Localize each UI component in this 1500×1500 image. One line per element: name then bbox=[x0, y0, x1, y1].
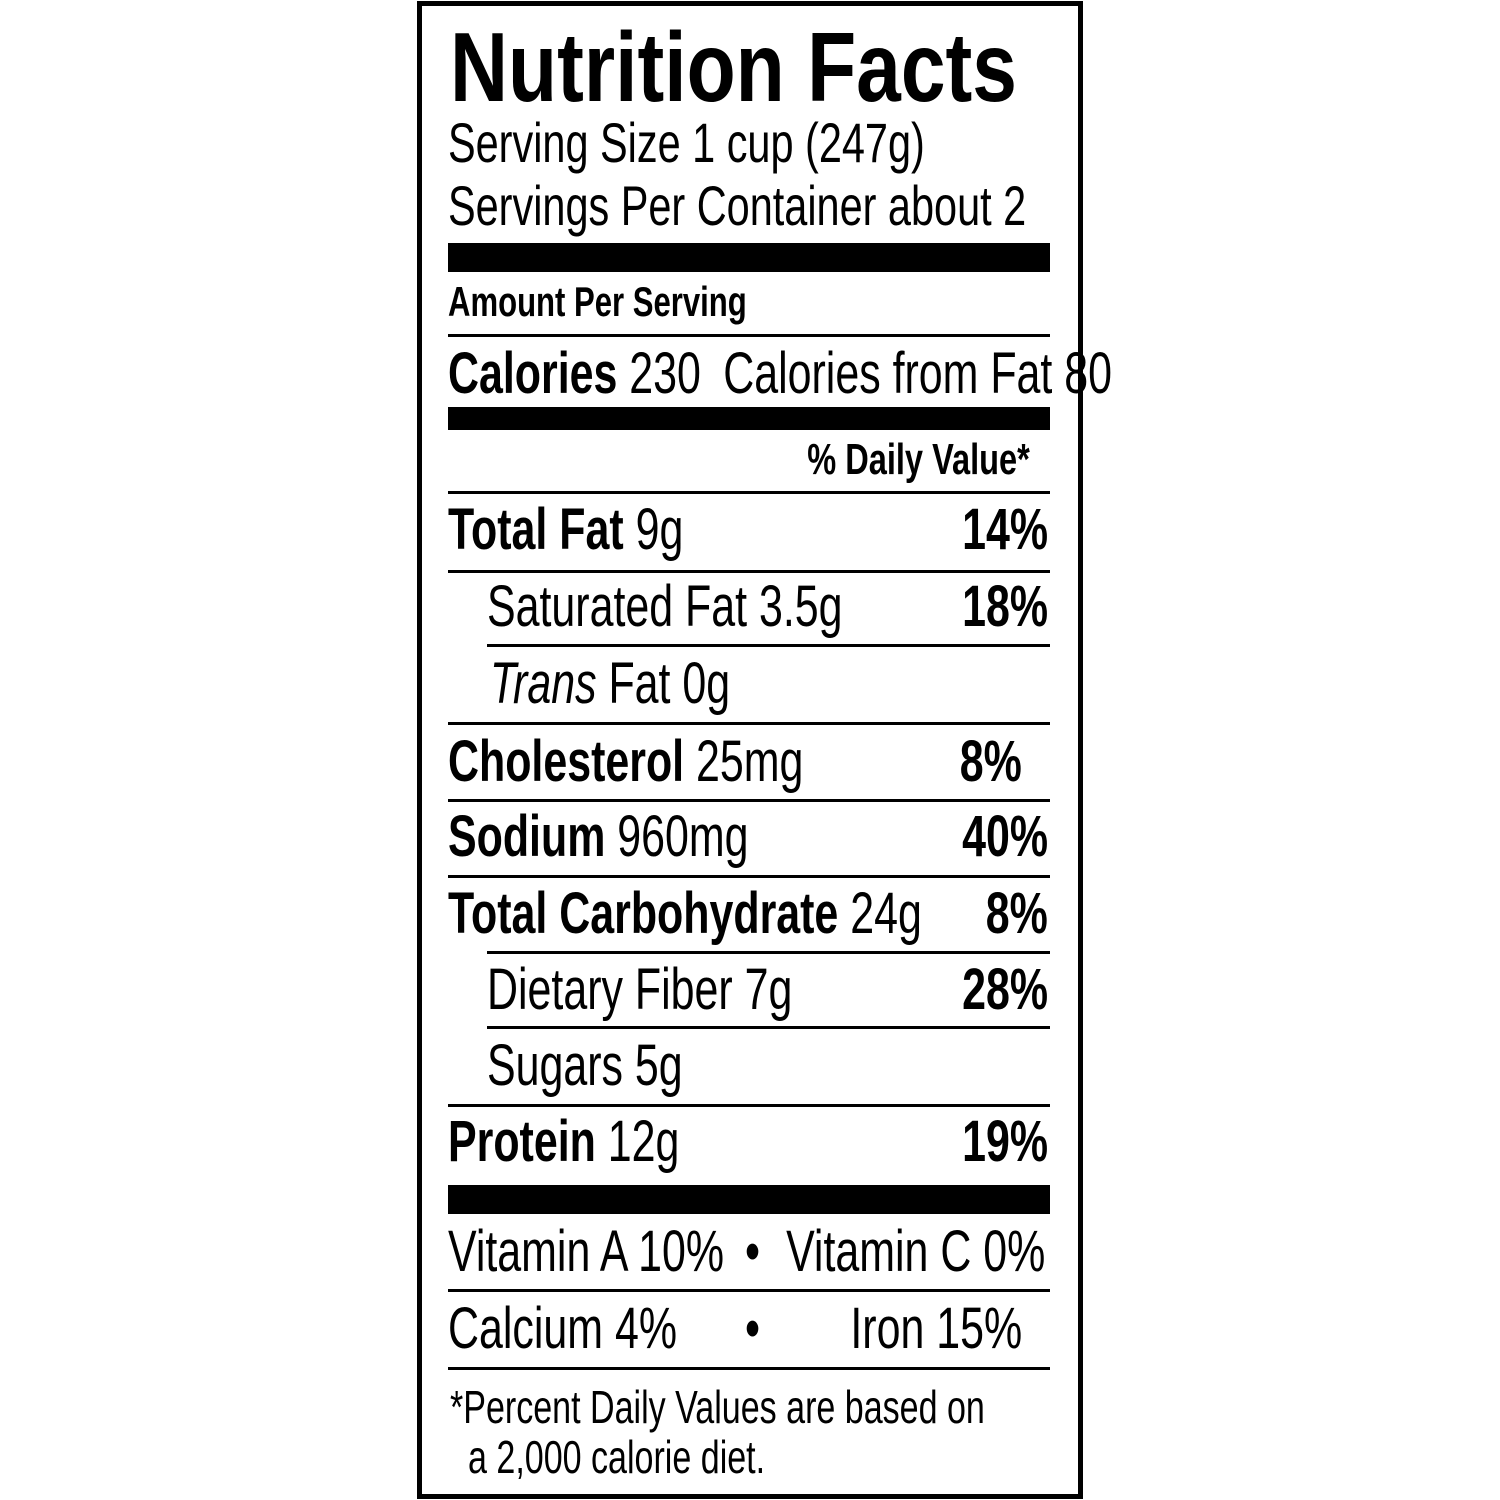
nutrient-amount: 960mg bbox=[617, 804, 749, 869]
daily-value-header: % Daily Value* bbox=[807, 435, 1030, 484]
calories-value: 230 bbox=[629, 341, 701, 406]
divider bbox=[448, 334, 1050, 337]
divider bbox=[487, 644, 1050, 647]
nutrient-saturated-fat: Saturated Fat 3.5g bbox=[487, 578, 843, 636]
nutrient-dv: 18% bbox=[962, 574, 1048, 639]
nutrient-amount: 0g bbox=[682, 651, 731, 716]
nutrient-amount: 3.5g bbox=[758, 574, 843, 639]
calcium: Calcium 4% bbox=[448, 1296, 677, 1361]
bullet: • bbox=[745, 1296, 761, 1361]
divider bbox=[487, 951, 1050, 954]
divider bbox=[448, 1104, 1050, 1107]
thick-divider bbox=[448, 407, 1050, 430]
nutrient-label: Dietary Fiber bbox=[487, 957, 733, 1022]
label-title: Nutrition Facts bbox=[450, 12, 1018, 122]
nutrient-dv: 28% bbox=[962, 957, 1048, 1022]
divider bbox=[448, 1289, 1050, 1292]
nutrient-sugars: Sugars 5g bbox=[487, 1037, 683, 1095]
nutrient-dietary-fiber: Dietary Fiber 7g bbox=[487, 961, 792, 1019]
divider bbox=[448, 491, 1050, 494]
nutrient-cholesterol: Cholesterol 25mg bbox=[448, 733, 803, 791]
footnote-line-1: *Percent Daily Values are based on bbox=[450, 1381, 985, 1433]
nutrient-amount: 9g bbox=[635, 497, 684, 562]
amount-per-serving: Amount Per Serving bbox=[448, 278, 747, 325]
thick-divider bbox=[448, 1185, 1050, 1214]
divider bbox=[448, 875, 1050, 878]
nutrient-label: Protein bbox=[448, 1109, 596, 1174]
nutrient-label: Total Carbohydrate bbox=[448, 881, 839, 946]
footnote-line-2: a 2,000 calorie diet. bbox=[468, 1431, 766, 1483]
nutrient-amount: 7g bbox=[744, 957, 793, 1022]
calories-label: Calories bbox=[448, 341, 618, 406]
nutrient-amount: 5g bbox=[634, 1033, 683, 1098]
vitamin-c: Vitamin C 0% bbox=[785, 1219, 1045, 1284]
nutrient-amount: 24g bbox=[850, 881, 922, 946]
divider bbox=[448, 799, 1050, 802]
calories-from-fat: Calories from Fat 80 bbox=[723, 341, 1113, 406]
nutrient-dv: 40% bbox=[962, 804, 1048, 869]
nutrient-dv: 19% bbox=[962, 1109, 1048, 1174]
nutrition-label-border bbox=[417, 1, 1083, 1499]
nutrient-label-rest: Fat bbox=[608, 651, 671, 716]
divider bbox=[448, 1367, 1050, 1370]
nutrient-label: Saturated Fat bbox=[487, 574, 748, 639]
nutrient-protein: Protein 12g bbox=[448, 1113, 679, 1171]
nutrient-trans-fat: Trans Fat 0g bbox=[490, 655, 730, 713]
nutrient-dv: 8% bbox=[959, 729, 1022, 794]
bullet: • bbox=[745, 1219, 761, 1284]
divider bbox=[487, 1026, 1050, 1029]
calories-row: Calories 230 Calories from Fat 80 bbox=[448, 345, 1112, 403]
vitamin-a: Vitamin A 10% bbox=[448, 1219, 724, 1284]
nutrient-label: Sugars bbox=[487, 1033, 623, 1098]
nutrient-label: Cholesterol bbox=[448, 729, 685, 794]
nutrient-label: Total Fat bbox=[448, 497, 624, 562]
nutrient-total-fat: Total Fat 9g bbox=[448, 501, 683, 559]
nutrient-label: Trans bbox=[490, 651, 597, 716]
servings-per-container: Servings Per Container about 2 bbox=[448, 174, 1027, 237]
divider bbox=[448, 570, 1050, 573]
thick-divider bbox=[448, 243, 1050, 272]
iron: Iron 15% bbox=[850, 1296, 1022, 1361]
nutrient-sodium: Sodium 960mg bbox=[448, 808, 749, 866]
divider bbox=[448, 722, 1050, 725]
nutrient-total-carbohydrate: Total Carbohydrate 24g bbox=[448, 885, 922, 943]
nutrient-amount: 12g bbox=[607, 1109, 680, 1174]
serving-size: Serving Size 1 cup (247g) bbox=[448, 111, 925, 174]
nutrient-label: Sodium bbox=[448, 804, 606, 869]
nutrient-amount: 25mg bbox=[696, 729, 804, 794]
nutrient-dv: 14% bbox=[962, 497, 1048, 562]
nutrient-dv: 8% bbox=[985, 881, 1048, 946]
